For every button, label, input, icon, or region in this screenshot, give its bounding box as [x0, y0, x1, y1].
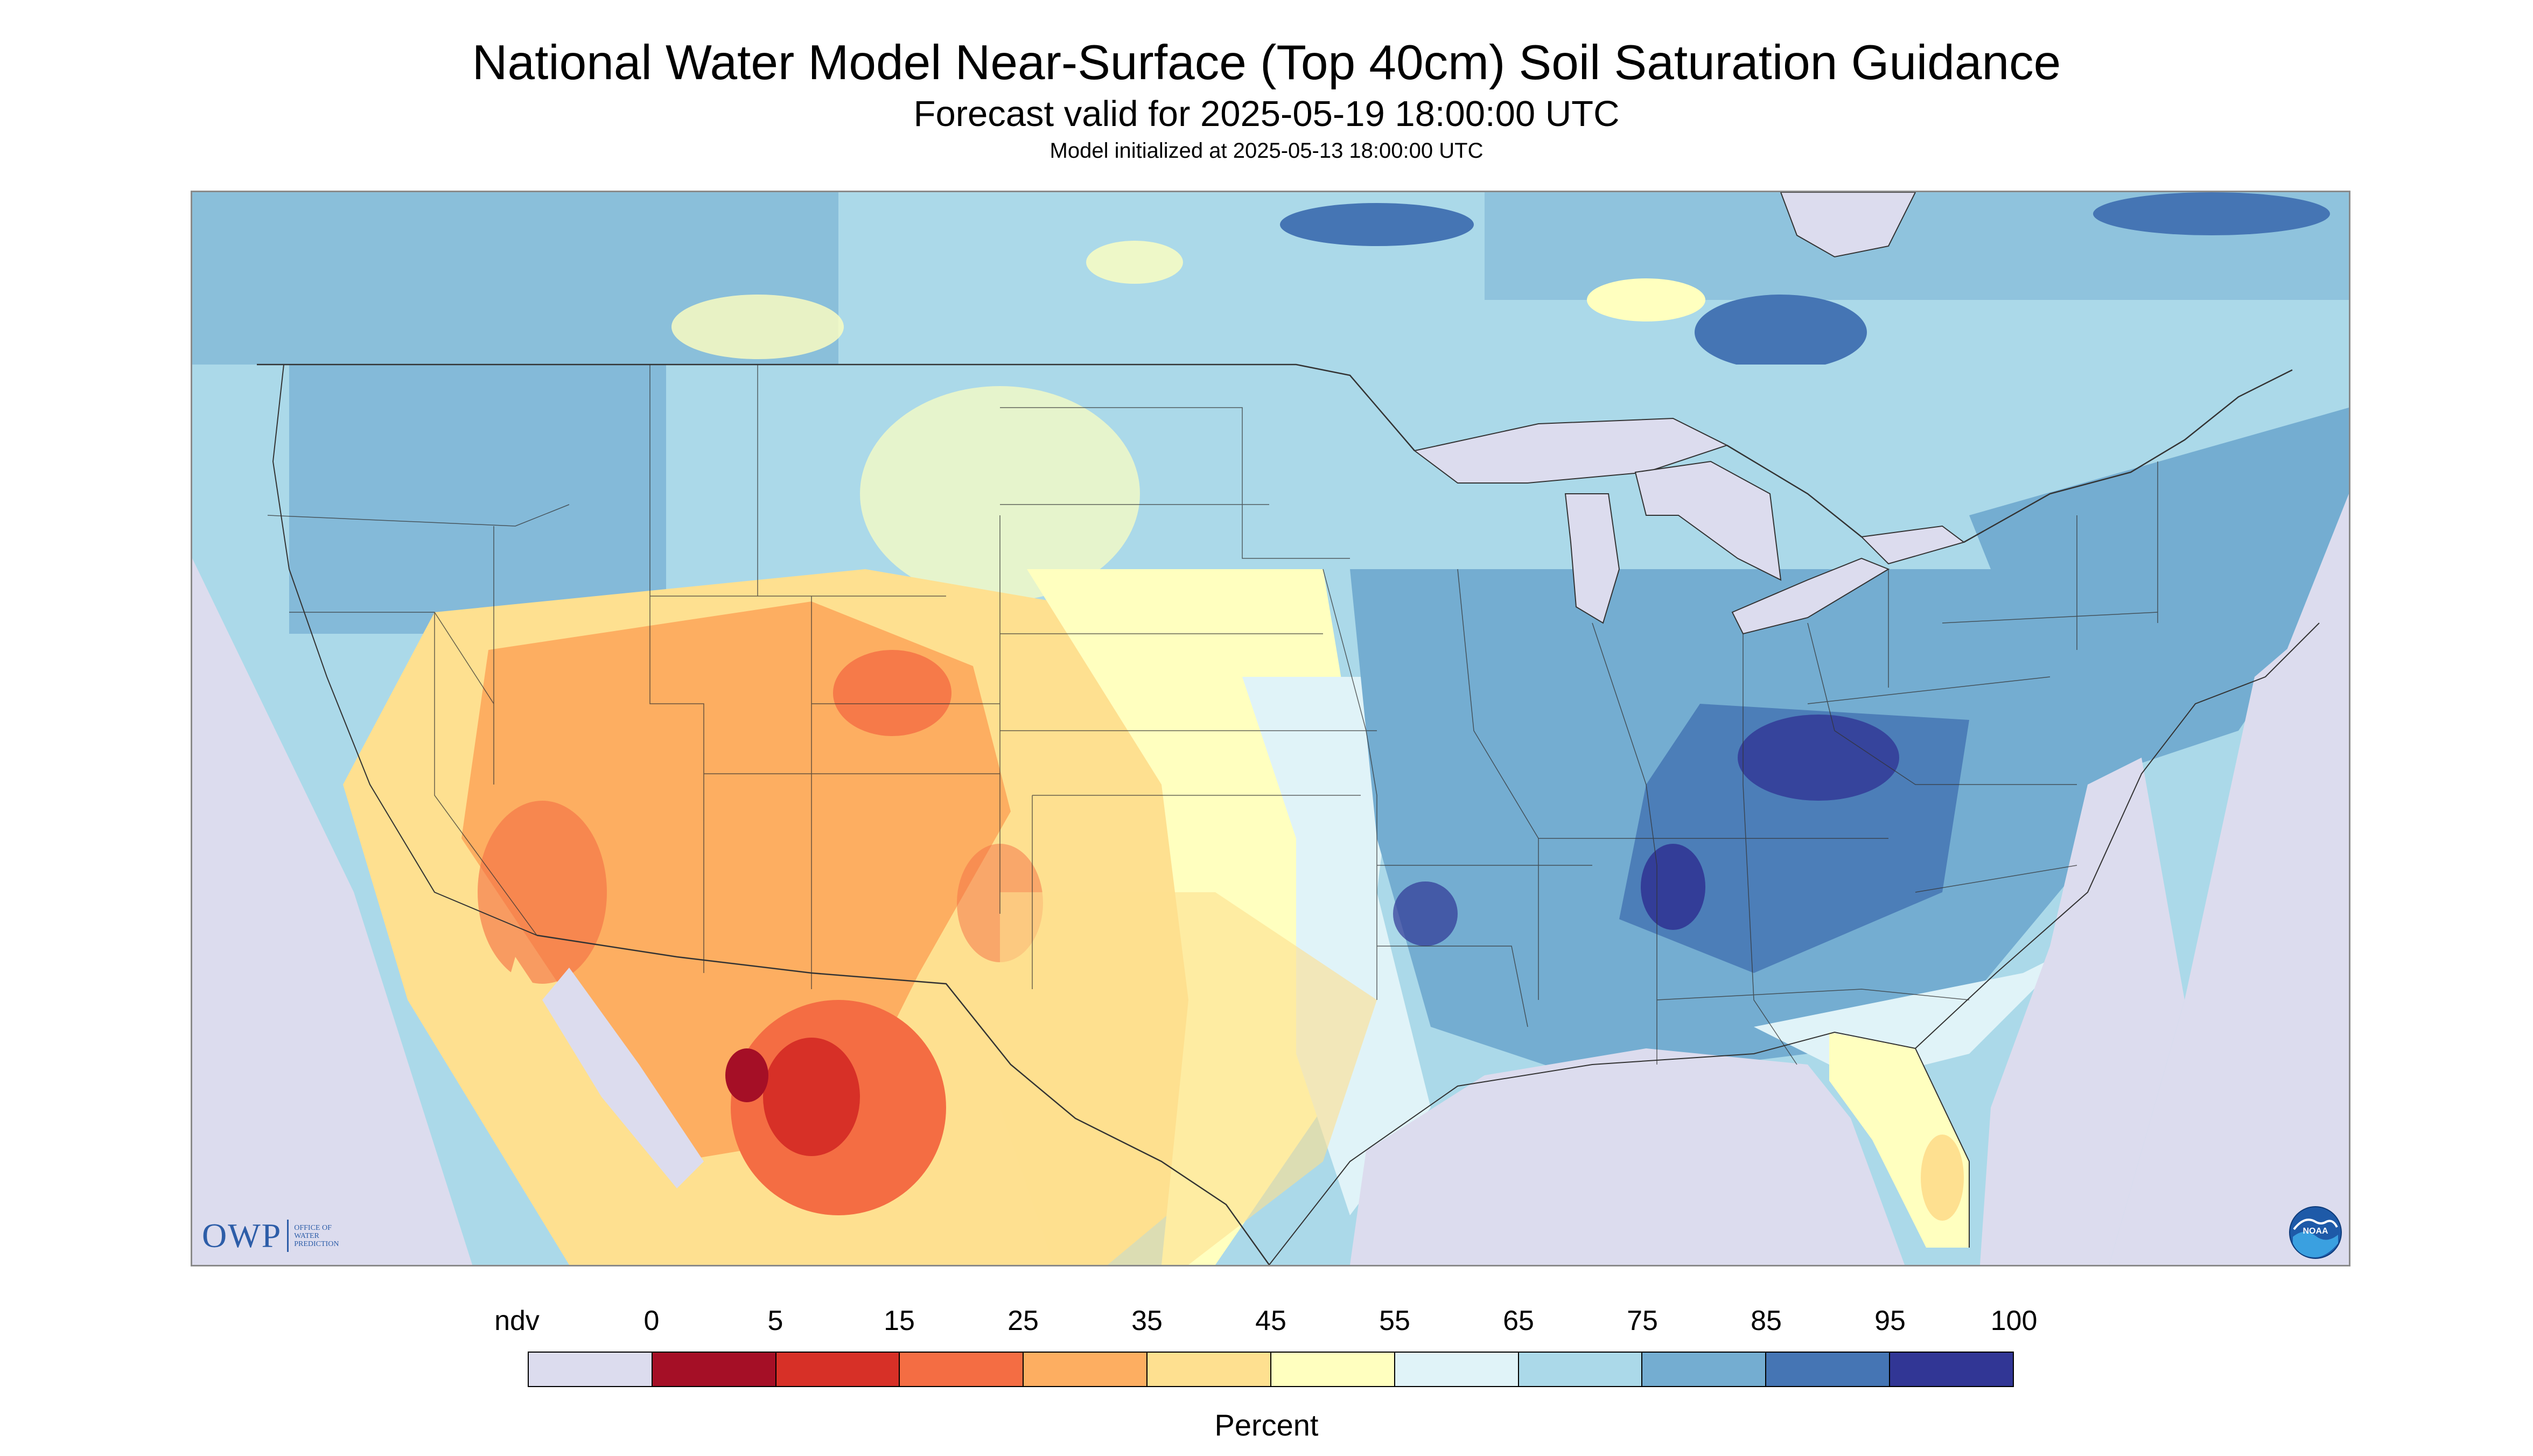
legend-tick-label: 15 [884, 1305, 915, 1336]
legend-color-cell [1890, 1353, 2013, 1386]
legend-color-cell [1147, 1353, 1271, 1386]
legend-tick-label: 25 [1007, 1305, 1039, 1336]
legend-tick-label: 100 [1990, 1305, 2038, 1336]
legend-color-cell [1642, 1353, 1767, 1386]
legend-color-cell [900, 1353, 1024, 1386]
map-title: National Water Model Near-Surface (Top 4… [472, 36, 2061, 90]
owp-logo-text: OWP [202, 1216, 282, 1255]
legend-tick-label: 5 [767, 1305, 783, 1336]
great-lakes [1413, 417, 1965, 635]
color-legend [528, 1352, 2014, 1387]
us-mexico-border [536, 934, 1270, 1265]
noaa-logo: NOAA [2289, 1206, 2342, 1259]
legend-tick-label: 35 [1131, 1305, 1163, 1336]
legend-tick-label: ndv [494, 1305, 540, 1336]
soil-saturation-map [192, 192, 2349, 1265]
owp-logo-separator [287, 1220, 289, 1252]
legend-color-cell [1024, 1353, 1148, 1386]
legend-tick-label: 55 [1379, 1305, 1410, 1336]
owp-logo-subtext: OFFICE OF WATER PREDICTION [294, 1223, 339, 1248]
gulf-of-mexico [1350, 1048, 1905, 1265]
legend-tick-label: 65 [1503, 1305, 1534, 1336]
noaa-logo-text: NOAA [2303, 1227, 2328, 1236]
model-init-subtitle: Model initialized at 2025-05-13 18:00:00… [1049, 139, 1484, 163]
legend-tick-label: 45 [1255, 1305, 1286, 1336]
legend-color-cell [1395, 1353, 1519, 1386]
us-canada-border [257, 363, 2293, 543]
legend-tick-label: 0 [643, 1305, 660, 1336]
legend-tick-label: 85 [1751, 1305, 1782, 1336]
state-borders [267, 365, 2158, 1065]
legend-unit-label: Percent [1214, 1408, 1319, 1442]
legend-tick-label: 75 [1627, 1305, 1658, 1336]
legend-tick-labels: ndv 0 5 15 25 35 45 55 65 75 85 95 100 [0, 1302, 2533, 1340]
legend-color-cell [776, 1353, 900, 1386]
forecast-valid-subtitle: Forecast valid for 2025-05-19 18:00:00 U… [913, 94, 1620, 134]
legend-color-cell [1766, 1353, 1891, 1386]
owp-logo: OWP OFFICE OF WATER PREDICTION [202, 1214, 339, 1257]
legend-color-cell [1519, 1353, 1643, 1386]
map-panel[interactable]: OWP OFFICE OF WATER PREDICTION NOAA [191, 191, 2350, 1266]
legend-tick-label: 95 [1874, 1305, 1906, 1336]
legend-color-cell [529, 1353, 653, 1386]
legend-color-cell [652, 1353, 776, 1386]
legend-color-cell [1271, 1353, 1395, 1386]
